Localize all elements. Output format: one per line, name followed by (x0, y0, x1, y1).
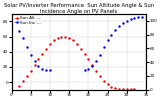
Legend: Sun Alt ---, Sun Inc ---: Sun Alt ---, Sun Inc --- (14, 16, 42, 25)
Title: Solar PV/Inverter Performance  Sun Altitude Angle & Sun Incidence Angle on PV Pa: Solar PV/Inverter Performance Sun Altitu… (4, 3, 154, 14)
